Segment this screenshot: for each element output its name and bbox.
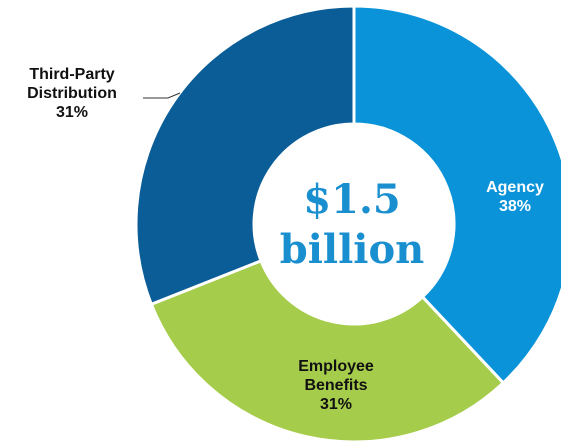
slice-label-third-party: Third-Party Distribution 31% [27,66,117,121]
slice-agency [352,4,561,386]
slice-employee [149,258,506,444]
slice-third-party [134,4,356,307]
center-total-label: $1.5 billion [280,176,425,273]
slice-label-employee: Employee Benefits 31% [298,358,374,413]
donut-slices [134,4,561,444]
slice-label-agency: Agency 38% [486,179,544,215]
slice-labels: Agency 38% Employee Benefits 31% Third-Party D… [27,66,544,413]
leader-line [143,92,181,99]
